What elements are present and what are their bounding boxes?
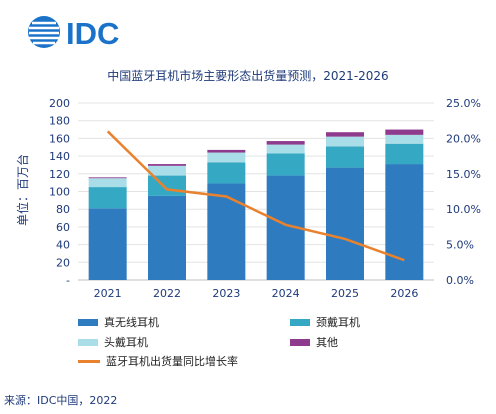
x-tick-label: 2021 <box>94 287 122 300</box>
x-axis-ticks: 2021 2022 2023 2024 2025 2026 <box>94 287 419 300</box>
y-tick-label: 80 <box>56 203 70 216</box>
legend-item-neckband: 颈戴耳机 <box>290 314 360 330</box>
x-tick-label: 2023 <box>212 287 240 300</box>
globe-lines-icon <box>29 21 59 45</box>
legend-item-headphone: 头戴耳机 <box>78 334 148 350</box>
y-axis-ticks: - 20 40 60 80 100 120 140 160 180 200 <box>49 97 70 287</box>
x-tick-label: 2025 <box>331 287 359 300</box>
y-tick-label: 60 <box>56 221 70 234</box>
bar-segment <box>88 177 127 179</box>
bar-segment <box>88 178 127 188</box>
chart-title: 中国蓝牙耳机市场主要形态出货量预测，2021-2026 <box>107 68 388 83</box>
bar-segment <box>266 141 305 145</box>
legend-item-other: 其他 <box>290 334 338 350</box>
bar-segment <box>266 153 305 176</box>
bar-segment <box>207 162 246 184</box>
y-tick-label: 200 <box>49 97 70 110</box>
bar-segment <box>266 144 305 154</box>
y2-tick-label: 25.0% <box>446 97 481 110</box>
bar-segment <box>385 134 424 144</box>
bar-segment <box>326 132 364 137</box>
legend-swatch <box>290 338 310 346</box>
legend-label: 真无线耳机 <box>104 316 159 329</box>
legend-item-growth: 蓝牙耳机出货量同比增长率 <box>78 353 238 369</box>
legend-label: 其他 <box>316 336 338 349</box>
bars <box>88 129 424 280</box>
bar-segment <box>385 164 424 280</box>
source-note: 来源：IDC中国，2022 <box>4 394 118 407</box>
legend-line-swatch <box>78 359 100 363</box>
y2-axis-ticks: 0.0% 5.0% 10.0% 15.0% 20.0% 25.0% <box>446 97 481 287</box>
legend-label: 蓝牙耳机出货量同比增长率 <box>106 355 238 368</box>
bar-segment <box>88 208 127 280</box>
idc-logo: IDC <box>28 16 119 51</box>
y2-tick-label: 15.0% <box>446 168 481 181</box>
bar-segment <box>326 136 364 147</box>
y2-tick-label: 0.0% <box>446 274 474 287</box>
y2-tick-label: 20.0% <box>446 132 481 145</box>
x-tick-label: 2026 <box>390 287 418 300</box>
y-tick-label: 160 <box>49 132 70 145</box>
legend-swatch <box>290 318 310 326</box>
logo-text: IDC <box>66 16 119 51</box>
legend-label: 头戴耳机 <box>104 336 148 349</box>
growth-line <box>106 130 405 262</box>
y-axis-label: 单位：百万台 <box>15 154 30 226</box>
bar-segment <box>88 187 127 209</box>
legend-swatch <box>78 338 98 346</box>
y-tick-label: 140 <box>49 150 70 163</box>
bar-segment <box>326 167 364 280</box>
y-tick-label: 120 <box>49 168 70 181</box>
bar-segment <box>385 129 424 135</box>
y-tick-label: - <box>66 274 70 287</box>
legend-swatch <box>78 318 98 326</box>
bar-segment <box>148 175 186 196</box>
legend-label: 颈戴耳机 <box>316 316 360 329</box>
bar-segment <box>148 195 186 280</box>
bar-segment <box>148 165 186 176</box>
x-tick-label: 2022 <box>153 287 181 300</box>
y-tick-label: 180 <box>49 115 70 128</box>
legend-item-tws: 真无线耳机 <box>78 314 159 330</box>
y2-tick-label: 5.0% <box>446 239 474 252</box>
y2-tick-label: 10.0% <box>446 203 481 216</box>
y-tick-label: 20 <box>56 256 70 269</box>
x-tick-label: 2024 <box>272 287 300 300</box>
bar-segment <box>385 143 424 165</box>
gridlines <box>78 102 434 281</box>
bar-segment <box>148 164 186 166</box>
y-tick-label: 100 <box>49 186 70 199</box>
y-tick-label: 40 <box>56 239 70 252</box>
bar-segment <box>207 149 246 153</box>
bar-segment <box>207 152 246 163</box>
bar-segment <box>207 183 246 280</box>
bar-segment <box>326 146 364 168</box>
